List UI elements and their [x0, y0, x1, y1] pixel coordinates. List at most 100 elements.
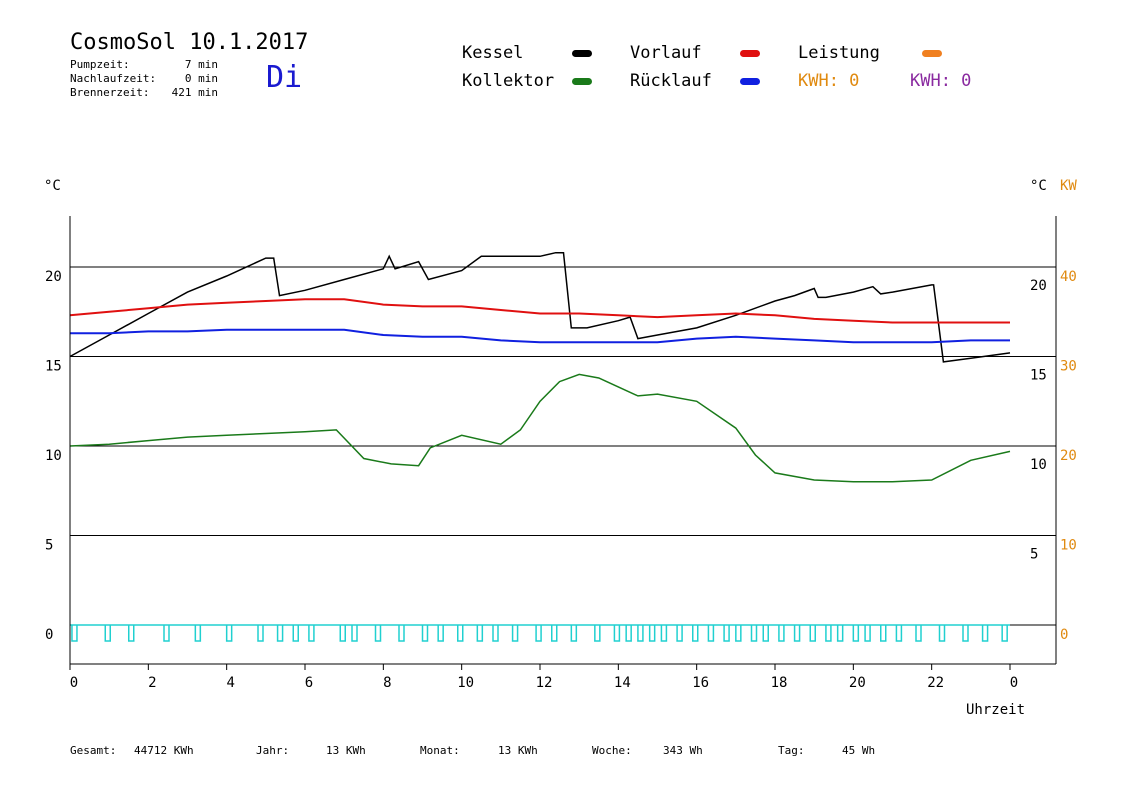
y-tick-right-celsius: 20	[1030, 278, 1047, 294]
footer-day-value: 45 Wh	[842, 744, 876, 757]
pump-pulse	[225, 625, 233, 642]
right-axis-unit-celsius: °C	[1030, 178, 1047, 194]
pump-pulse	[707, 625, 715, 642]
series-kollektor-line	[69, 373, 1011, 483]
footer-year-value: 13 KWh	[326, 744, 366, 757]
pump-time-label: Pumpzeit:	[70, 58, 130, 71]
pump-pulse	[292, 625, 299, 642]
pump-pulse	[762, 625, 769, 642]
pump-pulse	[692, 625, 699, 642]
pump-pulse	[895, 625, 903, 642]
pump-pulse	[938, 625, 946, 642]
x-tick-label: 12	[536, 675, 553, 691]
legend-leistung-swatch	[922, 50, 942, 57]
footer-week-label: Woche:	[592, 744, 632, 757]
legend-leistung-label: Leistung	[798, 43, 880, 63]
pump-pulse	[723, 625, 730, 642]
pump-pulse	[750, 625, 758, 642]
overrun-time-label: Nachlaufzeit:	[70, 72, 157, 85]
pump-pulse	[809, 625, 816, 642]
pump-pulse	[981, 625, 989, 642]
pump-pulse	[836, 625, 844, 642]
pump-pulse	[864, 625, 871, 642]
pump-pulse	[660, 625, 668, 642]
pump-time-value: 7 min	[184, 58, 218, 71]
pump-pulse	[511, 625, 519, 642]
legend-ruecklauf-label: Rücklauf	[630, 71, 712, 91]
y-tick-right-kw: 30	[1060, 359, 1077, 375]
pump-pulse	[852, 625, 860, 642]
plot-frame	[69, 216, 1057, 670]
footer-day-label: Tag:	[778, 744, 805, 757]
y-tick-right-celsius: 15	[1030, 368, 1047, 384]
x-tick-label: 0	[70, 675, 78, 691]
pump-pulse	[594, 625, 601, 642]
x-tick-label: 14	[614, 675, 631, 691]
pump-pulses	[70, 624, 1010, 642]
weekday-label: Di	[266, 60, 303, 95]
pump-pulse	[257, 625, 264, 642]
y-tick-left: 10	[45, 448, 62, 464]
right-axis-unit-kw: KW	[1060, 178, 1077, 194]
footer-week-value: 343 Wh	[663, 744, 703, 757]
legend-kessel-label: Kessel	[462, 43, 524, 63]
footer-month-value: 13 KWh	[498, 744, 538, 757]
pump-pulse	[128, 625, 135, 642]
series-kessel-line	[69, 251, 1011, 363]
y-tick-right-kw: 20	[1060, 448, 1077, 464]
x-tick-label: 6	[305, 675, 313, 691]
pump-pulse	[437, 625, 444, 642]
grid-lines	[70, 266, 1056, 626]
burner-time-label: Brennerzeit:	[70, 86, 150, 99]
legend-kessel-swatch	[572, 50, 592, 57]
pump-pulse	[676, 625, 683, 642]
pump-pulse	[492, 625, 499, 642]
footer-month-label: Monat:	[420, 744, 460, 757]
y-tick-right-kw: 40	[1060, 269, 1077, 285]
pump-pulse	[104, 625, 111, 642]
pump-pulse	[648, 625, 656, 642]
pump-pulse	[613, 625, 621, 642]
pump-pulse	[276, 625, 284, 642]
y-tick-left: 0	[45, 627, 53, 643]
burner-time-value: 421 min	[171, 86, 218, 99]
pump-pulse	[476, 625, 484, 642]
legend-vorlauf-swatch	[740, 50, 760, 57]
y-tick-left: 5	[45, 538, 53, 554]
y-tick-left: 15	[45, 359, 62, 375]
pump-pulse	[457, 625, 464, 642]
pump-pulse	[570, 625, 578, 642]
series-lines	[69, 251, 1011, 483]
x-tick-label: 20	[849, 675, 866, 691]
legend-ruecklauf-swatch	[740, 78, 760, 85]
legend-vorlauf-label: Vorlauf	[630, 43, 702, 63]
pump-pulse	[735, 625, 742, 642]
pump-pulse	[421, 625, 429, 642]
series-ruecklauf-line	[70, 328, 1010, 344]
pump-pulse	[535, 625, 542, 642]
y-tick-right-kw: 10	[1060, 538, 1077, 554]
pump-pulse	[374, 625, 382, 642]
x-tick-label: 22	[927, 675, 944, 691]
pump-pulse	[308, 625, 315, 642]
pump-pulse	[551, 625, 558, 642]
y-tick-right-kw: 0	[1060, 627, 1068, 643]
kwh-purple-label: KWH: 0	[910, 71, 972, 91]
x-tick-label: 8	[383, 675, 391, 691]
legend-kollektor-label: Kollektor	[462, 71, 555, 91]
footer-total-value: 44712 KWh	[134, 744, 194, 757]
pump-pulse	[1001, 625, 1008, 642]
x-axis-label: Uhrzeit	[966, 702, 1026, 718]
pump-pulse	[880, 625, 887, 642]
pump-pulse	[637, 625, 644, 642]
pump-pulse	[625, 625, 632, 642]
y-tick-left: 20	[45, 269, 62, 285]
footer-year-label: Jahr:	[256, 744, 290, 757]
x-tick-label: 0	[1010, 675, 1018, 691]
x-tick-label: 4	[226, 675, 234, 691]
legend-kollektor-swatch	[572, 78, 592, 85]
x-tick-label: 10	[457, 675, 474, 691]
left-axis-unit: °C	[44, 178, 61, 194]
series-vorlauf-line	[69, 298, 1010, 324]
